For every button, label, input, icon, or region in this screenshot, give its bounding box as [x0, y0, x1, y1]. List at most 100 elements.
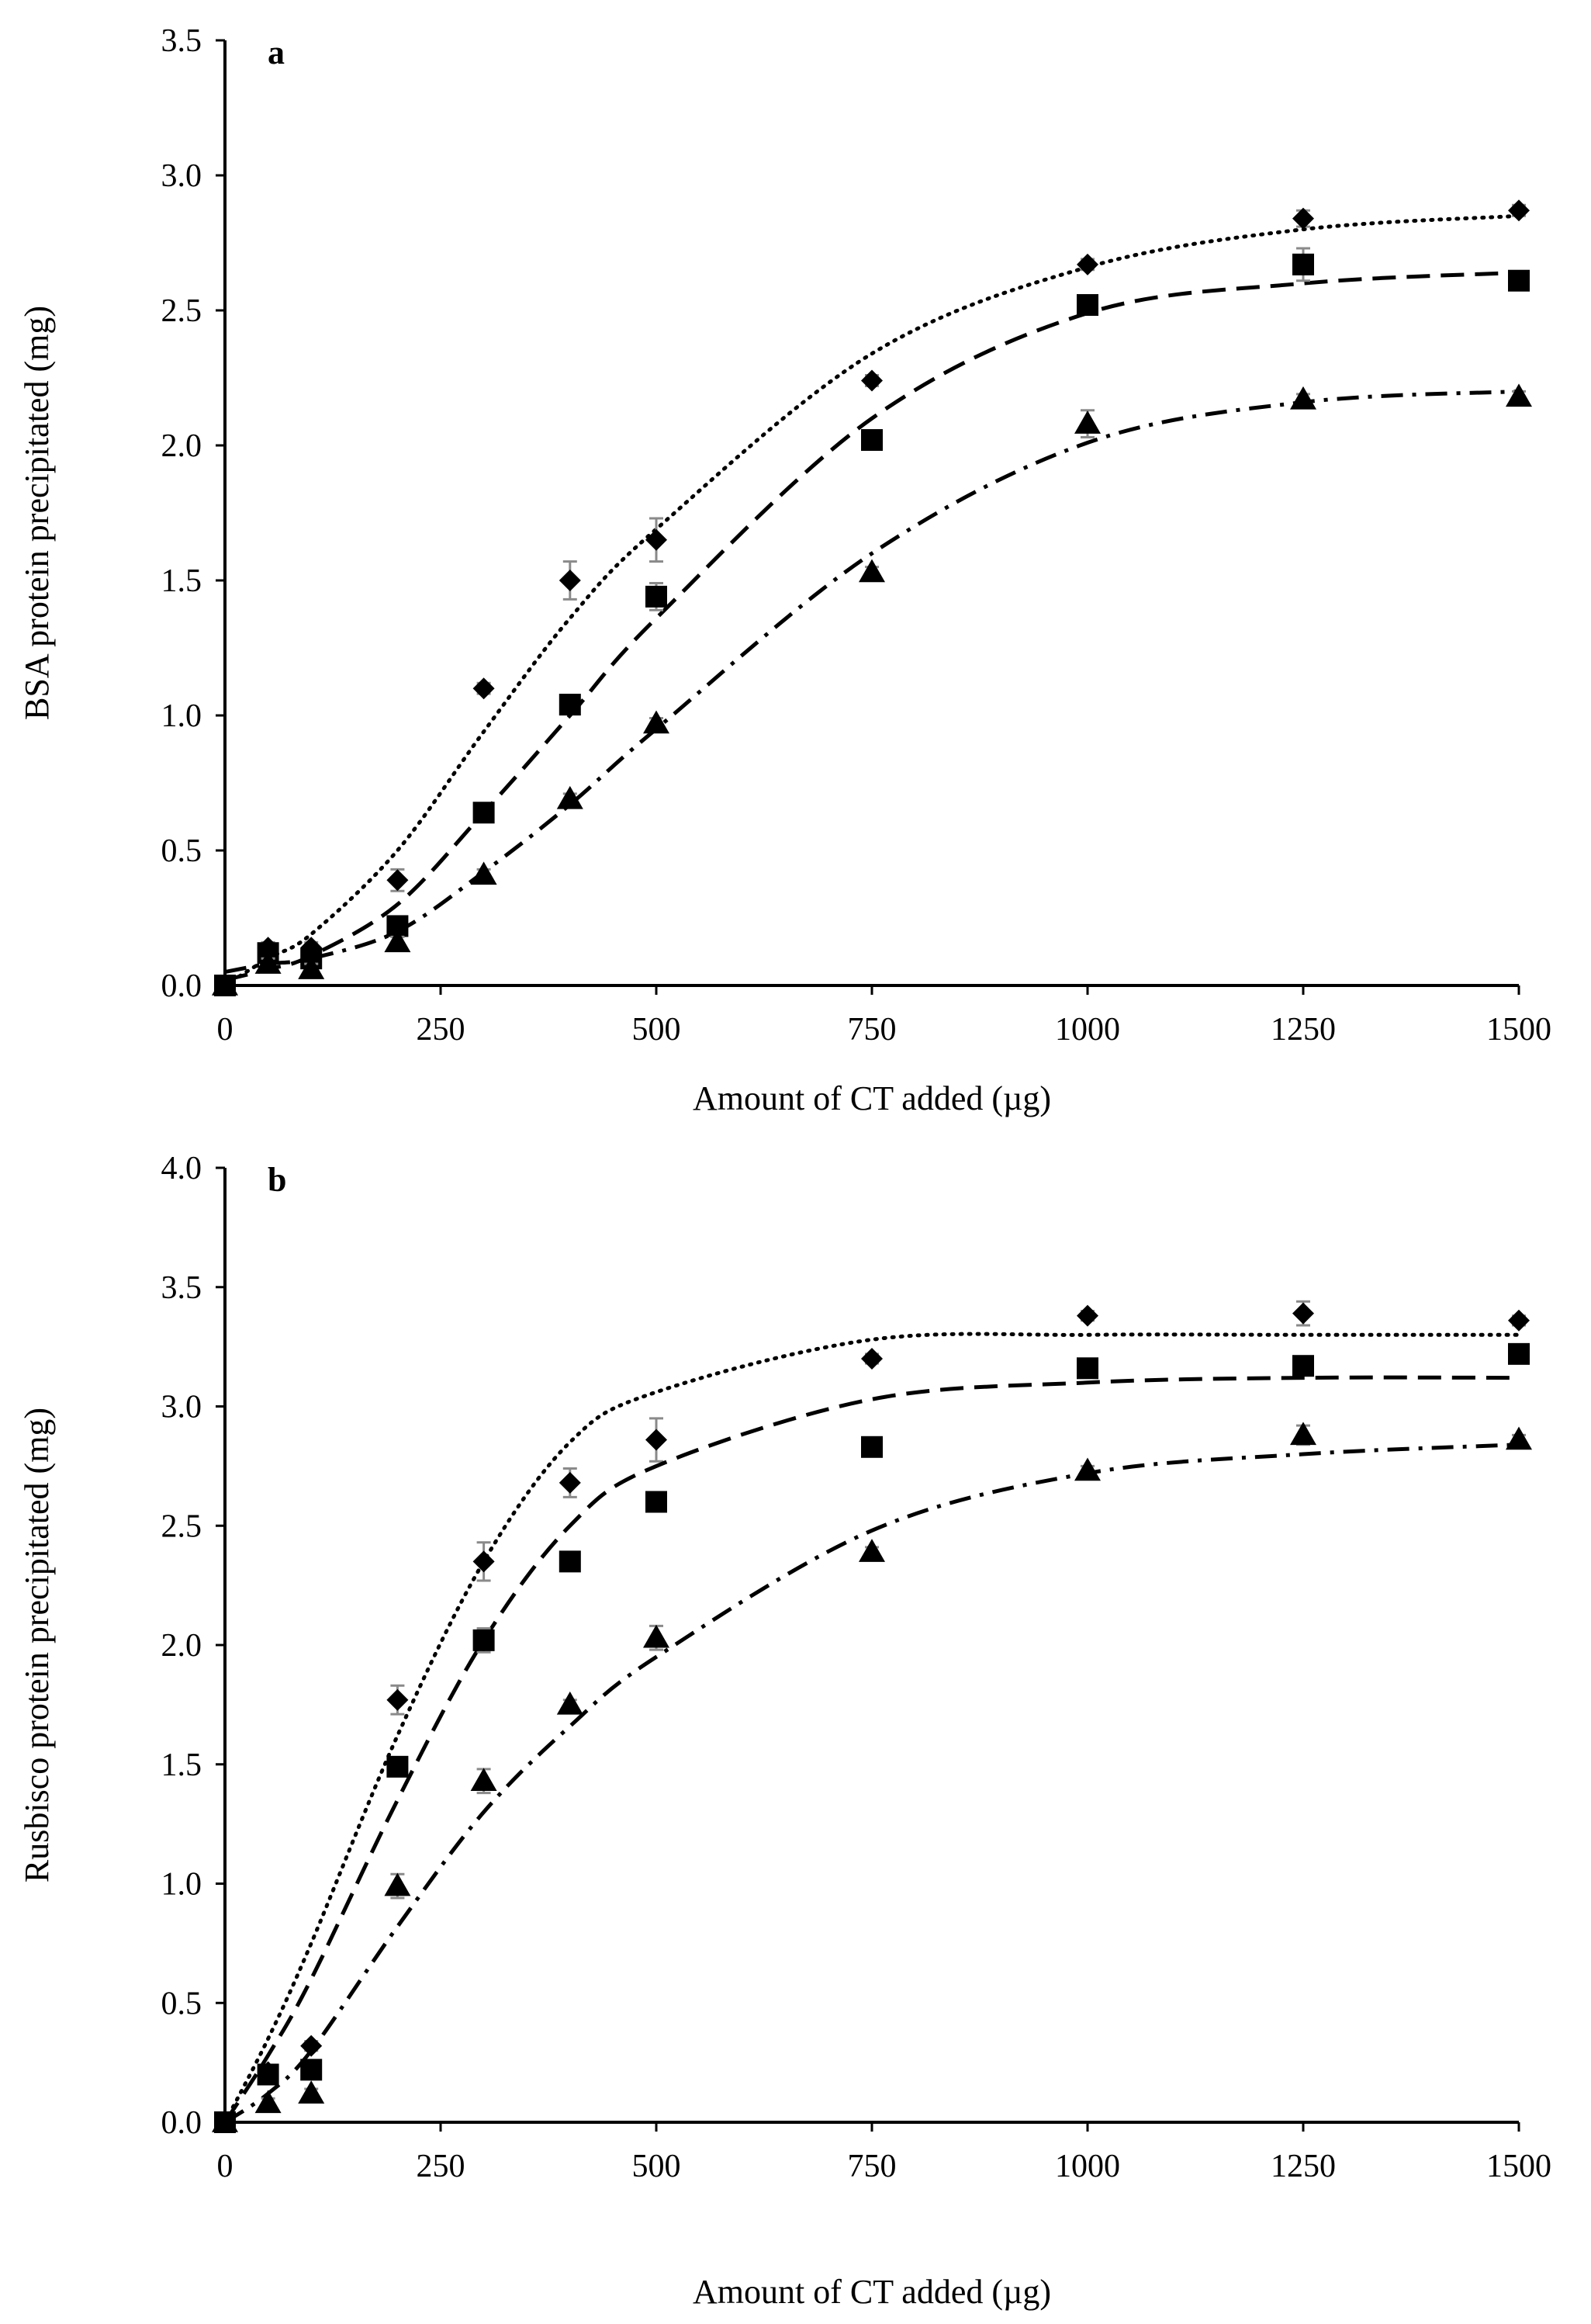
y-tick-label: 2.5 — [161, 293, 202, 329]
data-point-diamond — [559, 570, 581, 591]
data-point-square — [1508, 269, 1530, 292]
x-tick-label: 1000 — [1055, 2149, 1120, 2184]
y-tick-label: 3.0 — [161, 158, 202, 194]
data-point-triangle — [1290, 386, 1316, 410]
data-point-diamond — [645, 1429, 667, 1451]
data-point-diamond — [1292, 1302, 1314, 1325]
x-tick-label: 750 — [848, 2149, 897, 2184]
fit-line-square — [223, 1375, 1520, 2124]
data-point-diamond — [861, 369, 883, 392]
data-point-square — [472, 1629, 495, 1651]
data-point-square — [1292, 1355, 1314, 1377]
data-point-square — [861, 429, 883, 452]
data-point-triangle — [643, 710, 669, 734]
y-tick-label: 2.0 — [161, 428, 202, 464]
data-point-square — [472, 802, 495, 824]
panel-a: 0.0 0.5 1.0 1.5 2.0 2.5 3.0 3.5 0 250 500 750 1000 12… — [18, 23, 1551, 1117]
data-point-triangle — [470, 861, 497, 885]
data-point-triangle — [1290, 1422, 1316, 1446]
data-point-diamond — [1508, 1309, 1530, 1332]
data-point-triangle — [384, 1872, 411, 1896]
x-tick-label: 250 — [417, 1012, 465, 1048]
series-square — [214, 247, 1530, 996]
y-tick-label: 2.0 — [161, 1628, 202, 1664]
data-point-triangle — [470, 1768, 497, 1792]
x-tick-label: 1000 — [1055, 1012, 1120, 1048]
series-square — [214, 1342, 1530, 2133]
data-point-triangle — [1506, 1426, 1532, 1450]
x-tick-label: 1500 — [1486, 2149, 1551, 2184]
data-point-diamond — [1508, 199, 1530, 222]
data-point-triangle — [254, 2090, 282, 2114]
x-axis-label: Amount of CT added (µg) — [693, 1079, 1051, 1117]
data-point-triangle — [254, 951, 282, 974]
y-tick-label: 1.0 — [161, 698, 202, 734]
data-point-triangle — [643, 1624, 669, 1648]
data-point-triangle — [859, 1539, 885, 1562]
data-point-square — [1077, 1357, 1098, 1380]
x-tick-label: 1250 — [1271, 1012, 1336, 1048]
y-tick-label: 0.0 — [161, 2105, 202, 2141]
y-tick-label: 1.0 — [161, 1867, 202, 1903]
x-tick-label: 1500 — [1486, 1012, 1551, 1048]
data-point-triangle — [859, 559, 885, 583]
data-point-triangle — [298, 2080, 325, 2104]
x-tick-label: 750 — [848, 1012, 897, 1048]
data-point-triangle — [556, 1691, 583, 1715]
data-point-triangle — [212, 2109, 238, 2132]
data-point-square — [1508, 1342, 1530, 1365]
data-point-square — [559, 694, 581, 716]
data-point-diamond — [472, 1550, 495, 1573]
x-tick-label: 500 — [632, 2149, 681, 2184]
x-tick-label: 0 — [217, 1012, 233, 1048]
series-triangle — [212, 1422, 1532, 2132]
x-tick-label: 0 — [217, 2149, 233, 2184]
y-tick-label: 0.5 — [161, 1986, 202, 2021]
data-point-diamond — [300, 2035, 323, 2057]
data-point-triangle — [1074, 1457, 1101, 1481]
y-tick-label: 1.5 — [161, 563, 202, 599]
data-point-square — [645, 585, 667, 608]
y-tick-label: 3.5 — [161, 23, 202, 59]
fit-line-diamond — [223, 1332, 1521, 2125]
y-axis-label: Rusbisco protein precipitated (mg) — [18, 1408, 56, 1882]
data-point-square — [559, 1550, 581, 1573]
data-point-square — [257, 2063, 279, 2086]
fit-line-triangle — [223, 1443, 1520, 2125]
data-point-diamond — [386, 1688, 409, 1711]
series-triangle — [212, 383, 1532, 996]
panel-label: b — [268, 1161, 286, 1199]
x-axis-label: Amount of CT added (µg) — [693, 2273, 1051, 2311]
data-point-diamond — [1077, 253, 1098, 275]
data-point-diamond — [861, 1348, 883, 1370]
fit-line-diamond — [223, 213, 1521, 988]
data-point-square — [386, 1755, 409, 1778]
data-point-square — [1292, 253, 1314, 275]
data-point-triangle — [298, 956, 325, 979]
y-tick-label: 2.5 — [161, 1508, 202, 1544]
data-point-diamond — [472, 677, 495, 700]
data-point-triangle — [556, 785, 583, 809]
data-point-diamond — [559, 1471, 581, 1494]
fit-line-square — [224, 270, 1520, 982]
y-axis-label: BSA protein precipitated (mg) — [18, 306, 56, 720]
data-point-square — [861, 1436, 883, 1458]
data-point-diamond — [1292, 207, 1314, 230]
data-point-diamond — [645, 528, 667, 551]
data-point-square — [1077, 294, 1098, 317]
series-diamond — [214, 199, 1530, 996]
y-tick-label: 3.5 — [161, 1270, 202, 1306]
data-point-diamond — [386, 869, 409, 892]
x-tick-label: 250 — [417, 2149, 465, 2184]
panel-label: a — [268, 33, 285, 71]
data-point-triangle — [1074, 410, 1101, 434]
y-tick-label: 0.5 — [161, 833, 202, 869]
y-tick-label: 3.0 — [161, 1390, 202, 1425]
data-point-triangle — [384, 929, 411, 953]
data-point-diamond — [1077, 1304, 1098, 1327]
series-diamond — [214, 1300, 1530, 2133]
y-tick-label: 4.0 — [161, 1151, 202, 1186]
data-point-triangle — [1506, 383, 1532, 407]
panel-b: 0.0 0.5 1.0 1.5 2.0 2.5 3.0 3.5 4.0 0 250 500 750 100… — [18, 1151, 1551, 2311]
